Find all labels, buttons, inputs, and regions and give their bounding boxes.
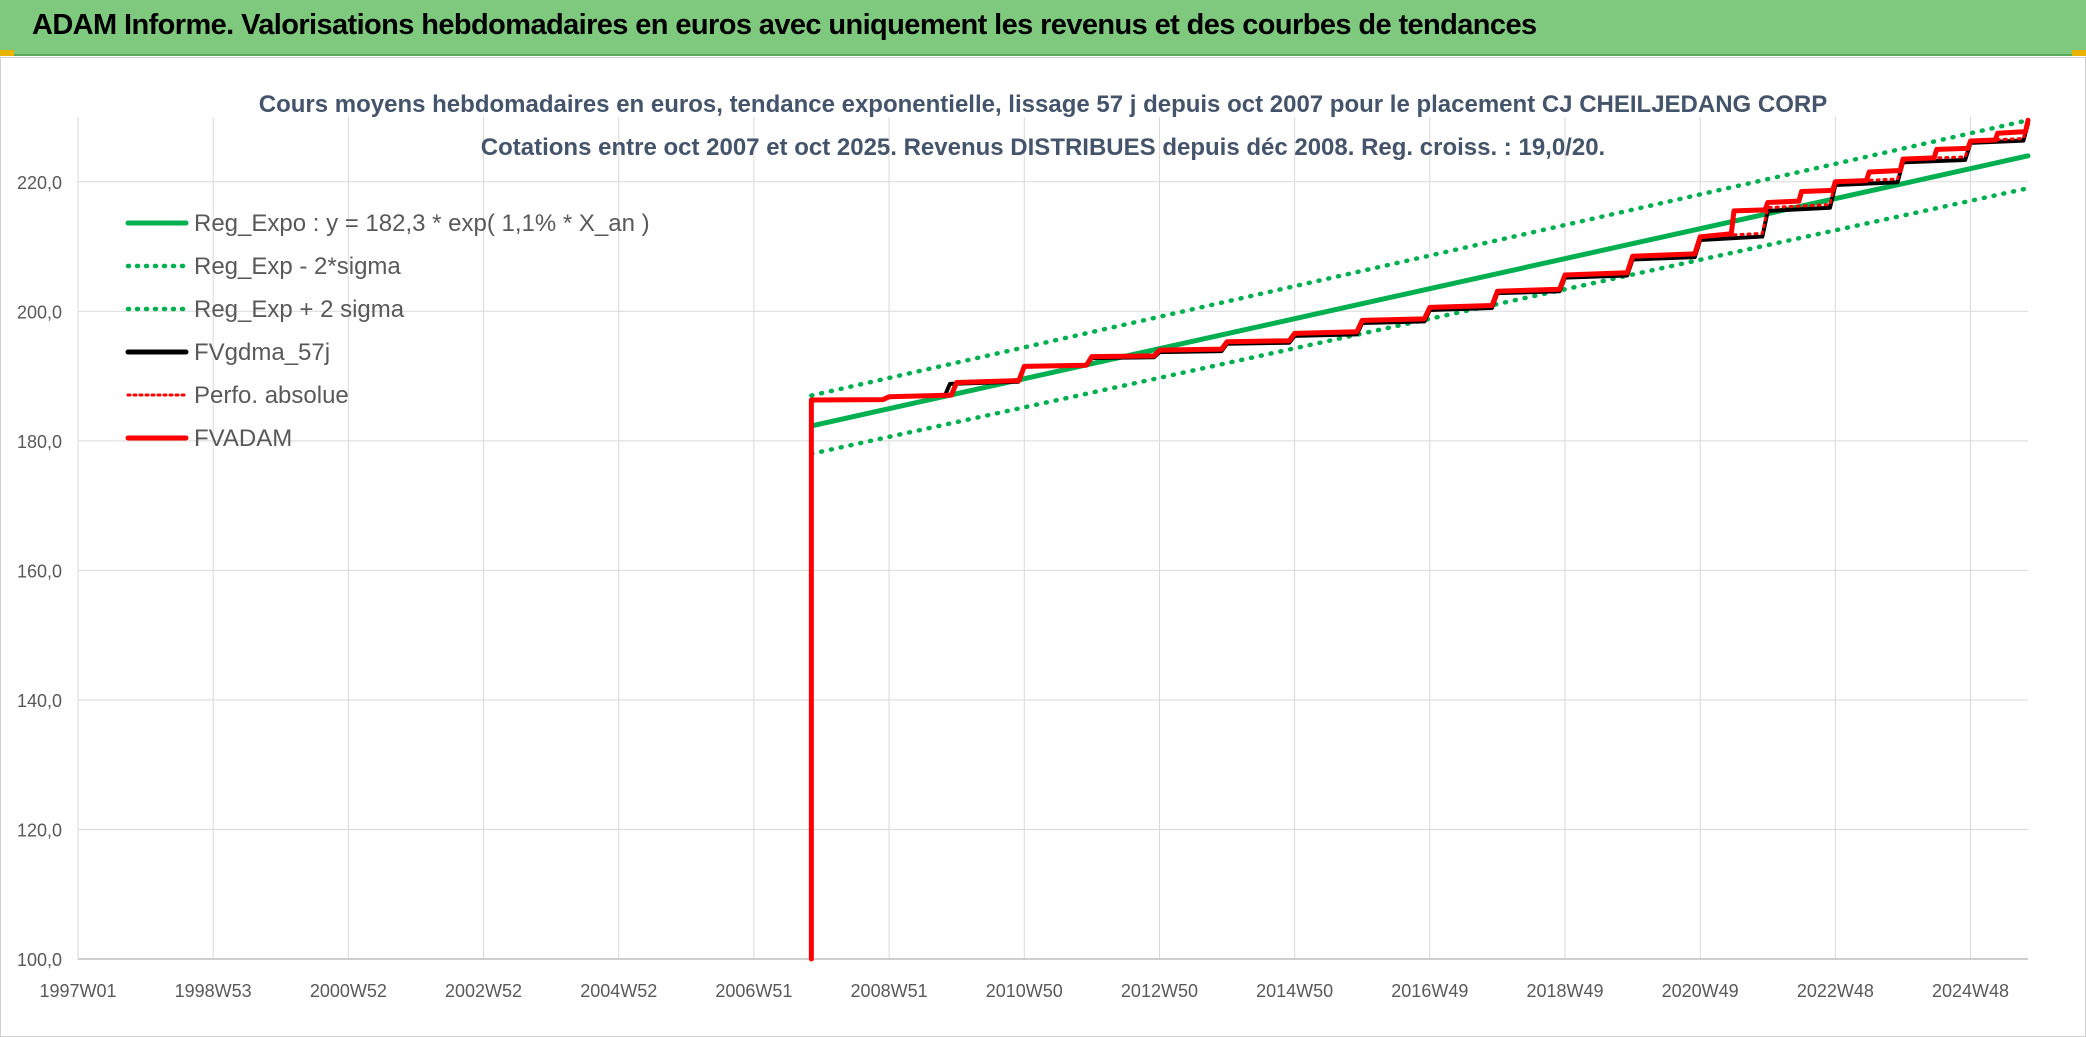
series-layer — [808, 117, 2031, 962]
x-tick-label: 2004W52 — [580, 981, 657, 1001]
chart-title: Cours moyens hebdomadaires en euros, ten… — [259, 91, 1827, 118]
x-tick-label: 2024W48 — [1932, 981, 2009, 1001]
y-tick-label: 220,0 — [17, 173, 62, 193]
x-tick-label: 2012W50 — [1121, 981, 1198, 1001]
x-tick-label: 2022W48 — [1797, 981, 1874, 1001]
grid-layer — [77, 117, 2028, 960]
x-tick-label: 2000W52 — [310, 981, 387, 1001]
legend-label: Reg_Expo : y = 182,3 * exp( 1,1% * X_an … — [194, 210, 650, 237]
x-tick-label: 2020W49 — [1662, 981, 1739, 1001]
y-tick-label: 120,0 — [17, 820, 62, 840]
x-tick-label: 2008W51 — [851, 981, 928, 1001]
y-tick-label: 160,0 — [17, 561, 62, 581]
x-tick-label: 2018W49 — [1526, 981, 1603, 1001]
x-tick-label: 2002W52 — [445, 981, 522, 1001]
legend-label: Reg_Exp + 2 sigma — [194, 296, 405, 323]
legend: Reg_Expo : y = 182,3 * exp( 1,1% * X_an … — [125, 210, 650, 452]
trend-upper-band — [809, 117, 2031, 398]
trend-line — [808, 153, 2031, 429]
corner-marker — [0, 50, 14, 56]
legend-label: Reg_Exp - 2*sigma — [194, 253, 401, 280]
legend-label: FVADAM — [194, 425, 292, 452]
chart-subtitle: Cotations entre oct 2007 et oct 2025. Re… — [481, 134, 1605, 161]
y-tick-label: 200,0 — [17, 302, 62, 322]
x-tick-label: 2014W50 — [1256, 981, 1333, 1001]
x-tick-label: 1998W53 — [175, 981, 252, 1001]
report-banner: ADAM Informe. Valorisations hebdomadaire… — [0, 0, 2086, 56]
x-tick-label: 2010W50 — [986, 981, 1063, 1001]
axis-layer: 1997W01 1998W53 2000W52 2002W52 2004W52 2006W… — [17, 173, 2028, 1001]
legend-label: FVgdma_57j — [194, 339, 330, 366]
x-tick-label: 2016W49 — [1391, 981, 1468, 1001]
y-tick-label: 100,0 — [17, 950, 62, 970]
report-title: ADAM Informe. Valorisations hebdomadaire… — [32, 9, 1537, 41]
x-tick-label: 2006W51 — [715, 981, 792, 1001]
x-tick-label: 1997W01 — [39, 981, 116, 1001]
legend-label: Perfo. absolue — [194, 382, 349, 409]
corner-marker — [2072, 50, 2086, 56]
y-tick-label: 180,0 — [17, 432, 62, 452]
fvadam-line — [808, 117, 2031, 962]
y-tick-label: 140,0 — [17, 691, 62, 711]
fvgdma-line — [816, 121, 2030, 403]
